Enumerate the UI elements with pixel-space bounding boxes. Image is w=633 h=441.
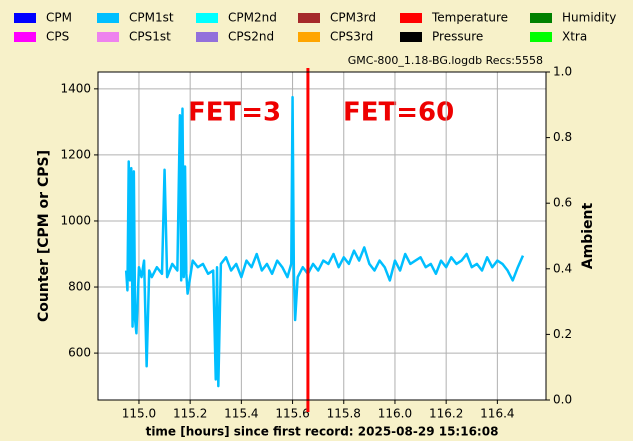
y-tick-label: 1000 <box>60 213 91 227</box>
legend-swatch <box>14 13 36 23</box>
x-tick-label: 116.0 <box>378 407 412 421</box>
legend-label: CPM <box>46 11 72 25</box>
legend-label: Temperature <box>431 11 508 25</box>
plot-area <box>97 71 547 401</box>
legend-swatch <box>298 13 320 23</box>
legend-label: CPS <box>46 30 69 44</box>
x-tick-label: 115.2 <box>173 407 207 421</box>
legend-swatch <box>14 32 36 42</box>
legend-swatch <box>97 32 119 42</box>
legend-label: Humidity <box>562 11 616 25</box>
info-text: GMC-800_1.18-BG.logdb Recs:5558 <box>348 54 543 67</box>
legend-label: Pressure <box>432 30 483 44</box>
legend-swatch <box>530 13 552 23</box>
y2-tick-label: 0.0 <box>553 393 572 407</box>
y-axis-label: Counter [CPM or CPS] <box>36 150 52 322</box>
y-tick-label: 800 <box>68 280 91 294</box>
x-tick-label: 115.8 <box>327 407 361 421</box>
annotation: FET=3 <box>188 98 281 128</box>
y2-tick-label: 0.6 <box>553 196 572 210</box>
y2-tick-label: 0.8 <box>553 130 572 144</box>
x-axis-label: time [hours] since first record: 2025-08… <box>146 425 499 439</box>
legend-label: CPM3rd <box>330 11 376 25</box>
legend-label: CPM1st <box>129 11 174 25</box>
legend-swatch <box>298 32 320 42</box>
x-tick-label: 116.2 <box>429 407 463 421</box>
x-tick-label: 115.0 <box>122 407 156 421</box>
plot-area <box>97 71 547 401</box>
data-line <box>124 95 525 388</box>
legend-swatch <box>400 13 422 23</box>
x-tick-label: 116.4 <box>480 407 514 421</box>
x-tick-label: 115.6 <box>275 407 309 421</box>
x-tick-label: 115.4 <box>224 407 258 421</box>
y2-tick-label: 0.2 <box>553 327 572 341</box>
y2-axis-label: Ambient <box>580 202 596 269</box>
legend-swatch <box>97 13 119 23</box>
legend-label: CPS3rd <box>330 30 373 44</box>
legend-swatch <box>196 13 218 23</box>
y2-tick-label: 0.4 <box>553 261 572 275</box>
y-tick-label: 1200 <box>60 147 91 161</box>
legend-swatch <box>530 32 552 42</box>
legend-label: CPS2nd <box>228 30 274 44</box>
legend-swatch <box>196 32 218 42</box>
legend-label: Xtra <box>562 30 587 44</box>
y-tick-label: 600 <box>68 346 91 360</box>
legend-swatch <box>400 32 422 42</box>
legend-label: CPM2nd <box>228 11 277 25</box>
legend-label: CPS1st <box>129 30 171 44</box>
y2-tick-label: 1.0 <box>553 65 572 79</box>
annotation: FET=60 <box>343 98 454 128</box>
y-tick-label: 1400 <box>60 81 91 95</box>
